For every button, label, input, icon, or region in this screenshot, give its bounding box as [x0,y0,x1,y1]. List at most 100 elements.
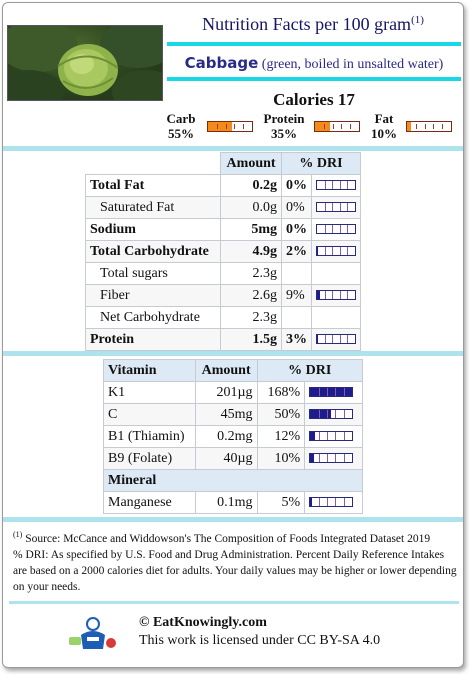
vitamin-dri-pct: 50% [256,403,306,426]
nutrient-dri-bar-cell [310,328,362,351]
nutrient-dri-pct: 0% [280,218,312,241]
nutrient-dri-bar-tick [324,291,326,300]
vitamin-row: K1 201µg 168% [103,381,363,404]
vitamin-dri-bar-cell [304,381,363,404]
vitamin-dri-bar-fill [310,410,332,419]
macro-bar-tick [415,124,417,129]
section-separator [3,517,463,522]
nutrient-dri-bar-tick [332,247,334,256]
site-credit: © EatKnowingly.com This work is licensed… [139,615,380,649]
vitamin-dri-bar-fill [310,432,316,441]
mineral-amount: 0.1mg [194,491,258,514]
macro-bar-tick [234,124,236,129]
vitamin-dri-bar-tick [327,410,329,419]
vitamin-dri-bar-tick [335,454,337,463]
vitamin-dri-bar-tick [343,454,345,463]
vitamin-dri-bar-tick [327,432,329,441]
nutrient-row: Total sugars 2.3g [84,262,362,285]
vitamin-name: K1 [103,381,196,404]
vitamin-dri-bar-cell [304,425,363,448]
nutrient-dri-pct: 9% [280,284,312,307]
nutrient-dri-pct [280,262,312,285]
nutrient-dri-bar-cell [310,262,362,285]
nutrient-dri-bar-fill [316,247,318,256]
license-text: This work is licensed under CC BY-SA 4.0 [139,633,381,648]
vitamin-amount: 201µg [194,381,258,404]
mineral-header-row: Mineral [103,469,363,492]
nutrient-dri-bar-tick [332,335,334,344]
vitamin-name: B1 (Thiamin) [103,425,196,448]
nutrient-table: Amount % DRI Total Fat 0.2g 0% Saturated Fa… [84,152,362,351]
mineral-dri-bar-tick [343,498,345,507]
vitamin-amount: 0.2mg [194,425,258,448]
vitamin-dri-bar [309,387,354,398]
vitamin-amount: 45mg [194,403,258,426]
title-underline [167,42,461,46]
nutrient-dri-pct: 2% [280,240,312,263]
nutrient-dri-bar-tick [324,203,326,212]
vitamin-dri-bar-fill [310,454,315,463]
macro-protein-name: Protein [263,111,305,126]
nutrient-dri-bar-tick [324,247,326,256]
nutrient-dri-bar-cell [310,284,362,307]
vitamin-dri-pct: 168% [256,381,306,404]
nutrition-card: Nutrition Facts per 100 gram(1) Cabbage … [2,2,464,668]
nutrient-dri-bar [315,202,356,213]
mineral-dri-bar-tick [327,498,329,507]
vitamin-dri-pct: 10% [256,447,306,470]
nutrient-dri-bar [315,334,356,345]
vitamin-table: Vitamin Amount % DRI K1 201µg 168% C 45mg 50%… [103,359,364,514]
header-vitamin: Vitamin [103,359,196,382]
nutrient-dri-bar [315,224,356,235]
nutrient-dri-bar-tick [347,203,349,212]
header-amount: Amount [220,152,282,175]
vitamin-dri-bar-tick [318,432,320,441]
macro-bar-tick [332,124,334,129]
vitamin-dri-bar-cell [304,447,363,470]
nutrient-row: Total Carbohydrate 4.9g 2% [84,240,362,263]
vitamin-dri-pct: 12% [256,425,306,448]
footnote-ref: (1) [13,530,23,539]
mineral-name: Manganese [103,491,196,514]
vitamin-dri-bar [309,409,354,420]
nutrient-dri-bar-tick [324,335,326,344]
nutrient-dri-bar-tick [339,247,341,256]
nutrient-dri-bar-tick [324,225,326,234]
nutrient-dri-bar-tick [332,203,334,212]
header-mineral: Mineral [103,469,363,492]
nutrient-dri-bar-tick [339,181,341,190]
header-dri: % DRI [280,152,362,175]
calories-label: Calories 17 [273,90,355,109]
vitamin-dri-bar-tick [318,410,320,419]
vitamin-table-header: Vitamin Amount % DRI [103,359,364,382]
mineral-row: Manganese 0.1mg 5% [103,491,363,514]
nutrient-dri-bar-tick [324,181,326,190]
nutrient-row: Sodium 5mg 0% [84,218,362,241]
nutrient-dri-bar-tick [339,203,341,212]
header-dri: % DRI [256,359,364,382]
nutrient-table-header: Amount % DRI [84,152,362,175]
site-name[interactable]: © EatKnowingly.com [139,615,267,630]
nutrient-amount: 1.5g [220,328,282,351]
nutrient-dri-bar-tick [332,181,334,190]
nutrient-dri-bar [315,180,356,191]
nutrient-name: Total Fat [84,174,222,197]
macro-carb-pct: 55% [168,126,194,141]
macro-fat-bar [406,121,452,132]
macro-bar-tick [323,124,325,129]
footer-separator [9,601,459,604]
vitamin-dri-bar-cell [304,403,363,426]
macro-bar-tick [243,124,245,129]
macro-protein-bar [314,121,360,132]
food-name: Cabbage [184,54,259,72]
nutrient-dri-pct [280,306,312,329]
section-separator [3,146,463,151]
vitamin-name: C [103,403,196,426]
nutrient-dri-bar-tick [347,181,349,190]
mineral-dri-pct: 5% [256,491,306,514]
macro-fat-pct: 10% [371,126,397,141]
nutrient-row: Saturated Fat 0.0g 0% [84,196,362,219]
section-separator [3,351,463,356]
macro-carb: Carb 55% [163,111,199,141]
nutrient-dri-bar-tick [339,225,341,234]
